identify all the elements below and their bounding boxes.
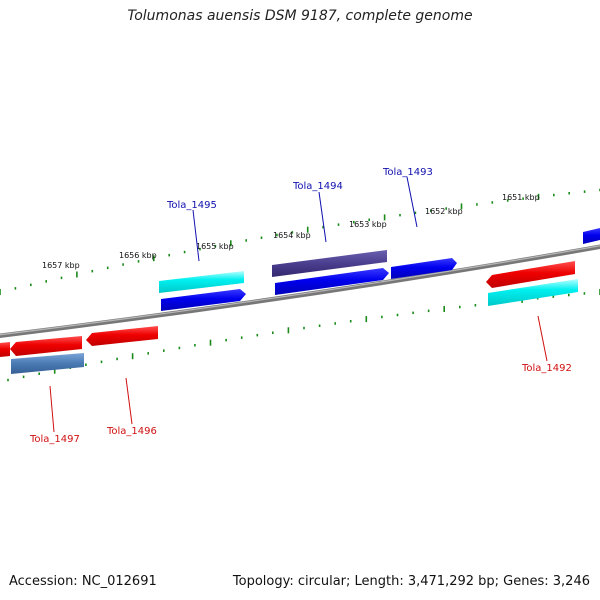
kbp-label-1657: 1657 kbp [42,261,80,270]
gene-label-tola-1492: Tola_1492 [521,363,572,374]
leader-line-tola-1495 [192,209,200,262]
gene-arrow-red [0,342,10,357]
gene-arrow-blue [391,258,457,279]
label-leader-lines [49,176,548,433]
gene-arrows [0,228,600,374]
accession-text: Accession: NC_012691 [9,574,157,589]
gene-label-tola-1496: Tola_1496 [106,426,157,437]
gene-label-tola-1495: Tola_1495 [166,200,217,211]
genome-backbone [0,244,600,339]
kbp-label-1651: 1651 kbp [502,193,540,202]
gene-arrow-cyan [159,271,244,293]
gene-labels: Tola_1493 Tola_1494 Tola_1495 Tola_1492 … [29,167,572,445]
gene-arrow-blue [161,289,246,311]
gene-arrow-cyan [488,279,578,306]
gene-label-tola-1497: Tola_1497 [29,434,80,445]
leader-line-tola-1494 [318,191,327,243]
kbp-label-1653: 1653 kbp [349,220,387,229]
leader-line-tola-1492 [537,315,548,362]
kbp-label-1654: 1654 kbp [273,231,311,240]
upper-tick-row [0,188,600,295]
kbp-labels: 1651 kbp 1652 kbp 1653 kbp 1654 kbp 1655… [42,193,540,270]
gene-arrow-purple [272,250,387,277]
genome-backbone-highlight [0,245,600,336]
kbp-label-1656: 1656 kbp [119,251,157,260]
gene-arrow-steelblue [11,353,84,374]
gene-arrow-blue [275,268,389,295]
gene-arrow-red [10,336,82,356]
gene-label-tola-1494: Tola_1494 [292,181,343,192]
leader-line-tola-1493 [406,176,418,228]
gene-arrow-red [486,261,575,288]
gene-label-tola-1493: Tola_1493 [382,167,433,178]
kbp-label-1652: 1652 kbp [425,207,463,216]
map-title: Tolumonas auensis DSM 9187, complete gen… [127,8,473,24]
leader-line-tola-1496 [125,377,133,425]
kbp-label-1655: 1655 kbp [196,242,234,251]
gene-arrow-red [86,326,158,346]
gene-arrow-blue [583,228,600,244]
genome-summary-text: Topology: circular; Length: 3,471,292 bp… [232,574,590,589]
leader-line-tola-1497 [49,385,55,433]
